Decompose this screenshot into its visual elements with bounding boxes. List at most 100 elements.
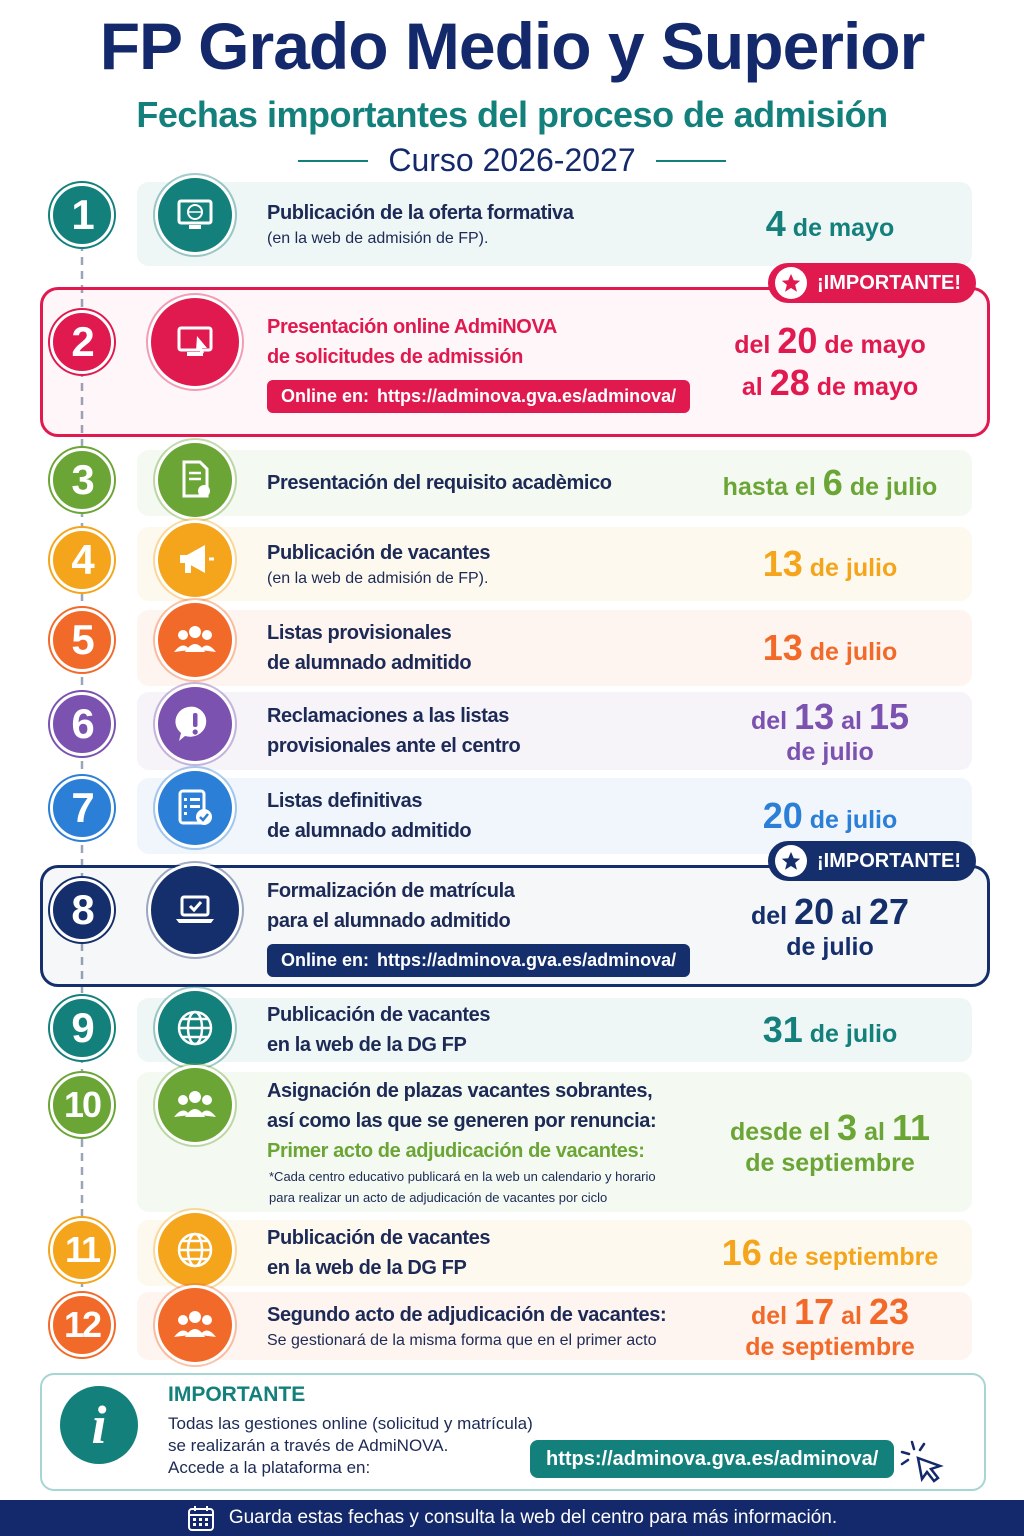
step-date: 13 de julio — [700, 610, 960, 686]
info-text: Todas las gestiones online (solicitud y … — [168, 1413, 533, 1479]
step-icon — [158, 523, 232, 597]
row-bg — [137, 450, 972, 516]
course: Curso 2026-2027 — [388, 142, 636, 178]
step-number: 7 — [50, 776, 114, 840]
badge-text: ¡IMPORTANTE! — [817, 271, 962, 294]
step-text: Publicación de vacantes en la web de la D… — [267, 1226, 707, 1280]
step-title: Publicación de vacantes — [267, 1227, 491, 1249]
step-number: 10 — [50, 1073, 114, 1137]
step-title: de solicitudes de admissión — [267, 345, 523, 368]
step-note: (en la web de admisión de FP). — [267, 230, 489, 247]
step-title: Presentación del requisito acadèmico — [267, 472, 612, 494]
step-icon — [158, 771, 232, 845]
step-icon — [158, 443, 232, 517]
date-text: desde el — [729, 1117, 831, 1146]
row-bg — [137, 1292, 972, 1360]
link-pill[interactable]: Online en: https://adminova.gva.es/admino… — [267, 379, 691, 413]
step-title: así como las que se generen por renuncia… — [267, 1110, 657, 1132]
footer-text: Guarda estas fechas y consulta la web de… — [228, 1507, 838, 1528]
link-label: Online en: — [281, 385, 370, 406]
badge: ¡IMPORTANTE! — [768, 841, 977, 881]
date-line: desde el 3 al 11 — [730, 1107, 930, 1149]
date-line: de julio — [786, 933, 874, 962]
step-date: del 17 al 23 de septiembre — [700, 1290, 960, 1361]
step-note: Se gestionará de la misma forma que en e… — [267, 1332, 657, 1349]
step-icon — [158, 687, 232, 761]
rule — [655, 159, 726, 162]
step-icon — [158, 1068, 232, 1142]
step-icon — [158, 991, 232, 1065]
date-text: de septiembre — [745, 1148, 915, 1177]
step-text: Formalización de matrícula para el alumna… — [267, 871, 707, 981]
date-text: al — [741, 373, 763, 401]
step-title: Listas provisionales — [267, 622, 452, 644]
link-url: https://adminova.gva.es/adminova/ — [377, 949, 677, 970]
date-text: de mayo — [816, 373, 919, 401]
step-icon — [158, 1213, 232, 1287]
step-text: Publicación de vacantes (en la web de adm… — [267, 533, 707, 595]
info-line: se realizarán a través de AdmiNOVA. — [168, 1436, 449, 1455]
step-title: Formalización de matrícula — [267, 879, 515, 902]
cursor-icon — [900, 1440, 944, 1483]
step-date: 20 de julio — [700, 778, 960, 854]
date-line: 13 de julio — [763, 543, 898, 585]
step-text: Presentación online AdmiNOVA de solicitud… — [267, 293, 707, 431]
step-title: Asignación de plazas vacantes sobrantes, — [267, 1080, 653, 1102]
link-pill[interactable]: Online en: https://adminova.gva.es/admino… — [267, 943, 691, 977]
step-icon — [151, 866, 239, 954]
date-text: de julio — [809, 554, 898, 582]
row-bg — [137, 1220, 972, 1286]
info-icon: i — [60, 1386, 138, 1464]
row-bg — [137, 182, 972, 266]
date-text: hasta el — [722, 473, 816, 501]
step-date: del 20 al 27 de julio — [700, 865, 960, 987]
badge-star — [775, 267, 807, 299]
date-text: de mayo — [824, 331, 926, 359]
step-date: 4 de mayo — [700, 182, 960, 266]
step-date: 13 de julio — [700, 527, 960, 601]
step-text: Presentación del requisito acadèmico — [267, 456, 707, 510]
date-line: 16 de septiembre — [722, 1232, 939, 1274]
step-number: 4 — [50, 528, 114, 592]
date-number: 13 — [762, 627, 803, 668]
step-number: 6 — [50, 692, 114, 756]
step-note: (en la web de admisión de FP). — [267, 570, 489, 587]
step-title: Publicación de la oferta formativa — [267, 202, 574, 224]
step-date: del 13 al 15 de julio — [700, 692, 960, 770]
badge-text: ¡IMPORTANTE! — [817, 849, 962, 872]
date-text: al — [841, 706, 862, 735]
link-url: https://adminova.gva.es/adminova/ — [377, 385, 677, 406]
step-icon — [151, 298, 239, 386]
date-number: 20 — [777, 320, 818, 361]
date-number: 6 — [822, 462, 843, 503]
step-date: desde el 3 al 11 de septiembre — [700, 1072, 960, 1212]
badge-star — [775, 845, 807, 877]
date-number: 4 — [765, 203, 786, 244]
step-number: 2 — [50, 310, 114, 374]
step-title: Publicación de vacantes — [267, 542, 491, 564]
date-number: 17 — [794, 1290, 835, 1332]
date-text: de julio — [809, 806, 898, 834]
date-line: del 13 al 15 — [751, 696, 909, 738]
step-title: Publicación de vacantes — [267, 1004, 491, 1026]
step-date: del 20 de mayo al 28 de mayo — [700, 287, 960, 437]
step-date: 16 de septiembre — [700, 1220, 960, 1286]
date-line: 20 de julio — [763, 795, 898, 837]
step-title: provisionales ante el centro — [267, 735, 521, 757]
date-number: 27 — [868, 890, 910, 932]
step-number: 8 — [50, 878, 114, 942]
date-text: de julio — [849, 473, 938, 501]
rule — [298, 159, 369, 162]
timeline — [80, 215, 84, 1325]
step-text: Publicación de la oferta formativa (en la… — [267, 188, 707, 260]
step-title: Segundo acto de adjudicación de vacantes… — [267, 1304, 667, 1326]
row-bg — [137, 527, 972, 601]
row-bg — [137, 1072, 972, 1212]
step-subtitle: Primer acto de adjudicación de vacantes: — [267, 1140, 645, 1162]
info-link[interactable]: https://adminova.gva.es/adminova/ — [530, 1440, 895, 1478]
date-number: 13 — [762, 543, 803, 584]
date-text: de septiembre — [768, 1243, 939, 1271]
date-number: 31 — [762, 1009, 803, 1050]
date-line: del 20 de mayo — [734, 320, 926, 362]
